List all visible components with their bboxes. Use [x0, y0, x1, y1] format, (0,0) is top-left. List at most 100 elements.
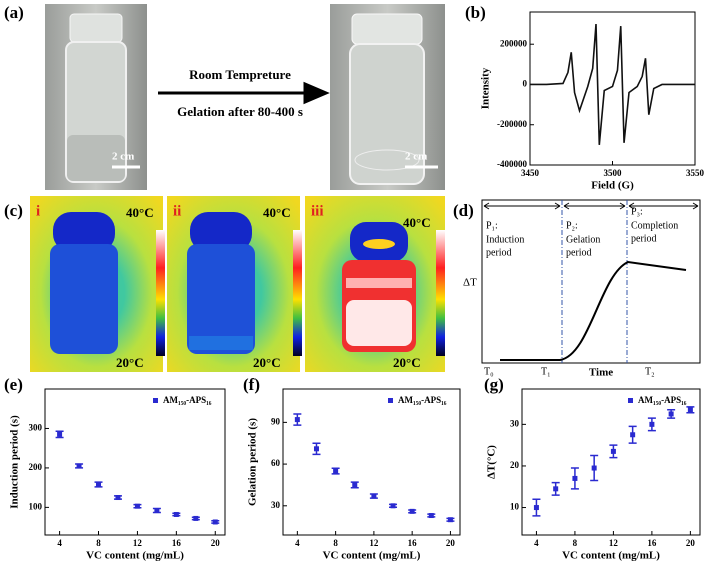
- y-tick-label: 20: [510, 460, 520, 470]
- x-tick-label: 20: [446, 538, 456, 548]
- x-tick-label: 16: [408, 538, 418, 548]
- x-tick-label: 3550: [686, 168, 705, 178]
- data-point: [134, 503, 140, 509]
- x-axis-label: VC content (mg/mL): [86, 550, 184, 562]
- x-tick-label: 20: [211, 538, 221, 548]
- data-point: [630, 432, 636, 438]
- phase-desc: period: [631, 233, 657, 244]
- data-point: [390, 503, 396, 509]
- y-axis-label: Intensity: [480, 67, 492, 109]
- data-point: [352, 482, 358, 488]
- data-point: [115, 495, 121, 501]
- phase-desc: period: [486, 247, 512, 258]
- x-tick-label: 4: [57, 538, 62, 548]
- panel-label: (g): [484, 375, 504, 394]
- phase-name: P₁:: [486, 220, 498, 231]
- legend-swatch: [153, 398, 158, 403]
- axis-label: ΔT: [463, 277, 477, 289]
- phase-desc: Induction: [486, 234, 524, 245]
- plot-frame: [282, 388, 461, 536]
- x-tick-label: 8: [333, 538, 338, 548]
- data-point: [553, 486, 559, 492]
- y-tick-label: 0: [523, 79, 528, 89]
- arrow-text: Room Tempreture: [189, 67, 291, 82]
- scale-low: 20°C: [116, 355, 144, 370]
- x-tick-label: 8: [96, 538, 101, 548]
- x-tick-label: 12: [369, 538, 379, 548]
- data-point: [96, 481, 102, 487]
- scale-high: 40°C: [263, 205, 291, 220]
- y-axis-label: Induction period (s): [9, 415, 21, 509]
- panel-label: (b): [465, 3, 486, 22]
- vial-photo: [45, 4, 147, 190]
- panel-label: (c): [4, 201, 23, 220]
- plot-frame: [44, 388, 226, 536]
- y-tick-label: 30: [510, 418, 520, 428]
- schematic: [481, 199, 701, 364]
- time-label: T₀: [484, 366, 494, 377]
- x-tick-label: 3450: [521, 168, 540, 178]
- y-tick-label: 90: [271, 416, 281, 426]
- y-tick-label: 200: [29, 462, 43, 472]
- data-point: [687, 407, 693, 413]
- image-label: i: [36, 203, 40, 219]
- scale-label: 2 cm: [405, 151, 427, 163]
- spectrum-line: [530, 24, 695, 145]
- data-point: [173, 511, 179, 517]
- data-point: [447, 517, 453, 523]
- x-axis-label: Field (G): [591, 180, 634, 192]
- y-tick-label: 300: [29, 423, 43, 433]
- data-point: [294, 417, 300, 423]
- data-point: [572, 475, 578, 481]
- vial-photo: [330, 4, 445, 190]
- arrow-text: Gelation after 80-400 s: [177, 104, 303, 119]
- panel-label: (a): [4, 3, 24, 22]
- data-point: [668, 411, 674, 417]
- arrow: [158, 81, 330, 105]
- phase-desc: Gelation: [566, 234, 600, 245]
- legend-swatch: [628, 398, 633, 403]
- scale-low: 20°C: [393, 355, 421, 370]
- x-axis-label: VC content (mg/mL): [562, 550, 660, 562]
- data-point: [57, 431, 63, 437]
- legend-label: AM₁₅₀-APS₁₆: [398, 395, 447, 405]
- y-tick-label: 30: [271, 500, 281, 510]
- x-tick-label: 12: [609, 538, 619, 548]
- data-point: [409, 508, 415, 514]
- data-point: [193, 515, 199, 521]
- panel-label: (e): [4, 375, 23, 394]
- y-tick-label: -200000: [497, 119, 527, 129]
- scale-high: 40°C: [126, 205, 154, 220]
- y-axis-label: Gelation period (s): [247, 418, 259, 506]
- legend-label: AM₁₅₀-APS₁₆: [163, 395, 212, 405]
- time-label: T₂: [645, 366, 655, 377]
- x-tick-label: 3500: [604, 168, 623, 178]
- x-tick-label: 16: [647, 538, 657, 548]
- plot-frame: [529, 11, 696, 166]
- time-label: T₁: [541, 366, 551, 377]
- phase-name: P₃:: [631, 206, 643, 217]
- y-tick-label: 10: [510, 502, 520, 512]
- data-point: [591, 465, 597, 471]
- scale-high: 40°C: [403, 215, 431, 230]
- scale-low: 20°C: [253, 355, 281, 370]
- y-tick-label: 200000: [500, 38, 528, 48]
- thermal-image: [305, 196, 445, 372]
- image-label: iii: [311, 203, 324, 219]
- phase-desc: period: [566, 247, 592, 258]
- data-point: [313, 446, 319, 452]
- data-point: [212, 519, 218, 525]
- x-tick-label: 8: [573, 538, 578, 548]
- x-tick-label: 4: [295, 538, 300, 548]
- x-axis-label: VC content (mg/mL): [323, 550, 421, 562]
- x-tick-label: 20: [686, 538, 696, 548]
- data-point: [333, 468, 339, 474]
- panel-label: (f): [243, 375, 260, 394]
- plot-frame: [521, 388, 701, 536]
- y-tick-label: -400000: [497, 159, 527, 169]
- thermal-image: [30, 196, 165, 372]
- x-tick-label: 16: [172, 538, 182, 548]
- phase-name: P₂:: [566, 220, 578, 231]
- y-axis-label: ΔT(°C): [486, 445, 498, 479]
- data-point: [428, 513, 434, 519]
